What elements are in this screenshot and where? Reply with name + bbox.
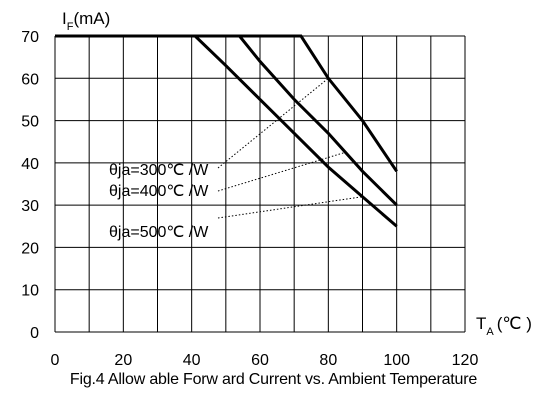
x-axis-label-unit: (℃ )	[497, 314, 532, 333]
y-tick-label: 60	[21, 71, 39, 88]
series-line-400	[55, 34, 398, 207]
annotation-leader-line	[217, 77, 329, 169]
x-tick-label: 0	[51, 352, 60, 369]
y-tick-label: 30	[21, 198, 39, 215]
y-axis-label-main: I	[62, 9, 67, 28]
x-tick-label: 80	[319, 352, 337, 369]
figure-caption: Fig.4 Allow able Forw ard Current vs. Am…	[69, 371, 478, 388]
y-tick-label: 20	[21, 240, 39, 257]
y-tick-label: 40	[21, 156, 39, 173]
y-tick-label: 50	[21, 114, 39, 131]
y-tick-label: 10	[21, 283, 39, 300]
y-axis-label: IF(mA)	[62, 9, 110, 33]
x-tick-label: 100	[383, 352, 410, 369]
x-tick-label: 20	[114, 352, 132, 369]
annotation-label-400: θja=400℃ /W	[109, 183, 209, 200]
annotation-label-300: θja=300℃ /W	[109, 162, 209, 179]
series-lines	[55, 34, 398, 228]
x-axis-label: TA (℃ )	[476, 314, 532, 338]
annotation-leader-line	[217, 196, 363, 219]
x-axis-label-sub: A	[486, 326, 494, 338]
x-axis-label-main: T	[476, 314, 486, 333]
chart-area: 0 10 20 30 40 50 60 70 0 20 40 60 80 100 120 IF(mA) T…	[21, 9, 532, 369]
y-axis-label-unit: (mA)	[73, 9, 110, 28]
y-tick-labels: 0 10 20 30 40 50 60 70	[21, 29, 39, 342]
y-tick-label: 0	[30, 325, 39, 342]
grid-lines	[54, 35, 466, 333]
annotation-leaders	[217, 77, 363, 219]
annotation-label-500: θja=500℃ /W	[109, 224, 209, 241]
series-line-500	[55, 34, 398, 228]
x-tick-label: 40	[183, 352, 201, 369]
y-axis-label-sub: F	[67, 21, 74, 33]
x-tick-labels: 0 20 40 60 80 100 120	[51, 352, 479, 369]
annotation-leader-line	[217, 151, 346, 192]
x-tick-label: 60	[251, 352, 269, 369]
x-tick-label: 120	[452, 352, 479, 369]
y-tick-label: 70	[21, 29, 39, 46]
